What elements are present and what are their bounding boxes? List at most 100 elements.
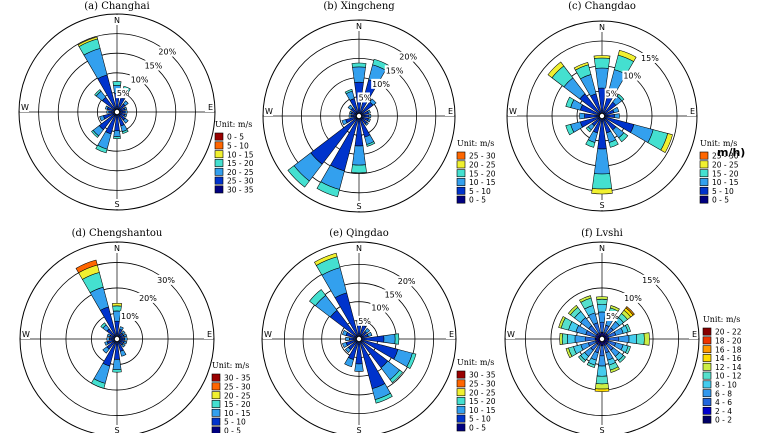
ring-label: 5% xyxy=(359,93,372,102)
panel-title: (e) Qingdao xyxy=(329,228,389,239)
wind-wedge xyxy=(579,295,592,303)
legend-swatch xyxy=(702,327,712,336)
legend-label: 5 - 10 xyxy=(224,418,246,427)
wind-wedge xyxy=(643,332,650,346)
wind-wedge xyxy=(111,302,123,307)
wind-wedge xyxy=(374,392,393,404)
wind-wedge xyxy=(595,383,609,390)
wind-wedge xyxy=(599,345,605,357)
wind-wedge xyxy=(617,49,637,62)
legend-swatch xyxy=(456,178,466,186)
wind-wedge xyxy=(112,310,122,322)
wind-wedge xyxy=(383,333,396,345)
wind-wedge xyxy=(99,115,106,122)
compass-label: E xyxy=(692,330,697,339)
legend-swatch xyxy=(456,414,466,423)
compass-label-bg xyxy=(689,329,698,339)
wind-wedge xyxy=(341,119,348,126)
wind-wedge xyxy=(596,296,608,300)
wind-wedge xyxy=(608,336,620,342)
wind-wedge xyxy=(618,132,629,143)
panel-title: (c) Changdao xyxy=(568,1,636,12)
wind-wedge xyxy=(596,298,608,305)
center-dot xyxy=(599,113,606,120)
legend-label: 0 - 2 xyxy=(715,416,732,425)
ring-label: 10% xyxy=(624,294,642,303)
ring-label-bg xyxy=(604,88,618,99)
ring-label: 15% xyxy=(386,66,404,75)
wind-wedge xyxy=(314,252,338,266)
compass-label: E xyxy=(690,107,695,116)
wind-rose-panel: (b) Xingcheng 5%10% 15% 20% N S W E Unit: m/s 25 … xyxy=(262,1,496,213)
compass-label: N xyxy=(356,22,362,31)
center-dot xyxy=(599,335,606,342)
legend-label: 0 - 5 xyxy=(469,424,486,433)
wind-wedge xyxy=(344,346,352,354)
compass-label: W xyxy=(265,107,273,116)
wind-wedge xyxy=(609,366,620,373)
wind-wedge xyxy=(106,110,110,114)
wind-wedge xyxy=(366,141,376,147)
wind-wedge xyxy=(309,289,327,307)
wind-rose-panel: (f) Lvshi 5% 10%15% N S W E Unit: m/s 20 - 2218 … xyxy=(504,228,742,433)
legend-label: 30 - 35 xyxy=(227,186,254,195)
legend-swatch xyxy=(211,408,221,417)
legend-swatch xyxy=(702,380,712,389)
wind-wedge xyxy=(625,345,631,355)
legend-swatch xyxy=(456,388,466,397)
legend-label: 18 - 20 xyxy=(715,337,742,346)
compass-label-bg xyxy=(355,21,364,31)
legend-swatch xyxy=(211,417,221,426)
legend-swatch xyxy=(456,370,466,379)
wind-wedge xyxy=(614,113,620,119)
wind-wedge xyxy=(573,62,589,71)
legend-swatch xyxy=(456,405,466,414)
legend-title: Unit: m/s xyxy=(700,139,737,148)
legend-swatch xyxy=(456,195,466,204)
legend-swatch xyxy=(702,415,712,424)
wind-wedge xyxy=(618,355,626,363)
wind-wedge xyxy=(119,326,124,331)
compass-label: S xyxy=(356,426,361,433)
wind-wedge xyxy=(394,333,400,345)
wind-wedge xyxy=(593,148,611,175)
wind-wedge xyxy=(121,129,129,134)
ring-label: 15% xyxy=(642,276,660,285)
ring-label: 10% xyxy=(371,304,389,313)
legend-swatch xyxy=(456,379,466,388)
compass-label: S xyxy=(599,426,604,433)
wind-wedge xyxy=(351,62,367,68)
wind-wedge xyxy=(122,100,129,107)
wind-rose-panel: (d) Chengshantou 10%20%30% N S W E Unit: m/s 30… xyxy=(19,228,251,433)
legend-label: 14 - 16 xyxy=(715,354,742,363)
legend-label: 6 - 8 xyxy=(715,389,732,398)
ring-label-bg xyxy=(357,92,370,103)
wind-wedge xyxy=(367,331,373,337)
ring-label: 5% xyxy=(358,317,371,326)
ring-label: 5% xyxy=(117,89,130,98)
wind-wedge xyxy=(348,114,352,118)
compass-label: S xyxy=(114,200,119,209)
legend-swatch xyxy=(699,186,709,195)
legend-label: 10 - 15 xyxy=(469,406,496,415)
ring-label-bg xyxy=(138,292,156,303)
legend-label: 20 - 25 xyxy=(469,161,496,170)
wind-wedge xyxy=(594,388,610,392)
wind-wedge xyxy=(345,336,350,342)
legend-label: 5 - 10 xyxy=(469,187,491,196)
wind-wedge xyxy=(616,93,625,102)
compass-label-bg xyxy=(20,102,29,112)
wind-wedge xyxy=(121,330,126,335)
compass-label: W xyxy=(21,103,29,112)
wind-wedge xyxy=(354,363,364,372)
compass-label: E xyxy=(449,330,454,339)
wind-wedge xyxy=(106,333,111,338)
legend-swatch xyxy=(214,141,224,150)
wind-wedge xyxy=(565,96,575,109)
wind-wedge xyxy=(574,335,586,343)
compass-label-bg xyxy=(21,329,30,339)
panel-title: (d) Chengshantou xyxy=(72,228,163,239)
